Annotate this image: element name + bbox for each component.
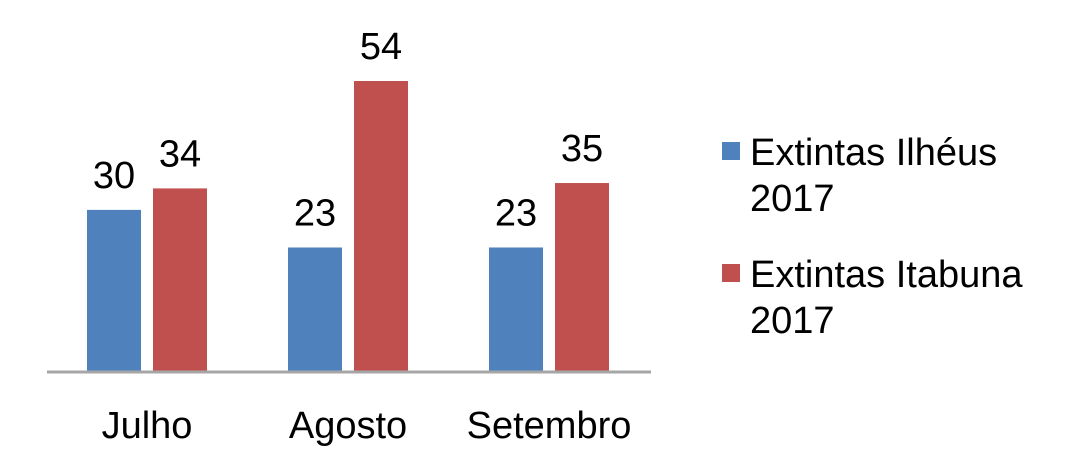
bars-group bbox=[87, 81, 609, 371]
bar-agosto-series-2 bbox=[354, 81, 408, 371]
category-labels-group: Julho Agosto Setembro bbox=[102, 405, 632, 447]
value-label-julho-series-2: 34 bbox=[159, 133, 201, 175]
legend-swatch-ilheus bbox=[722, 142, 740, 160]
category-label-agosto: Agosto bbox=[289, 405, 407, 447]
category-label-setembro: Setembro bbox=[467, 405, 632, 447]
category-label-julho: Julho bbox=[102, 405, 193, 447]
value-label-setembro-series-1: 23 bbox=[495, 192, 537, 234]
bar-setembro-series-2 bbox=[555, 183, 609, 371]
bar-chart: 30 34 23 54 23 35 Julho Agosto Setembro bbox=[47, 26, 651, 447]
bar-agosto-series-1 bbox=[288, 247, 342, 371]
bar-setembro-series-1 bbox=[489, 247, 543, 371]
value-label-julho-series-1: 30 bbox=[93, 155, 135, 197]
value-label-setembro-series-2: 35 bbox=[561, 128, 603, 170]
legend-item-ilheus: Extintas Ilhéus 2017 bbox=[722, 130, 1052, 222]
value-label-agosto-series-2: 54 bbox=[360, 26, 402, 68]
legend-label-itabuna: Extintas Itabuna 2017 bbox=[750, 254, 1023, 342]
bar-julho-series-1 bbox=[87, 209, 141, 371]
bar-julho-series-2 bbox=[153, 188, 207, 371]
value-labels-group: 30 34 23 54 23 35 bbox=[93, 26, 603, 234]
legend: Extintas Ilhéus 2017 Extintas Itabuna 20… bbox=[722, 130, 1052, 374]
legend-label-ilheus: Extintas Ilhéus 2017 bbox=[750, 132, 998, 220]
legend-swatch-itabuna bbox=[722, 264, 740, 282]
legend-item-itabuna: Extintas Itabuna 2017 bbox=[722, 252, 1052, 344]
value-label-agosto-series-1: 23 bbox=[294, 192, 336, 234]
